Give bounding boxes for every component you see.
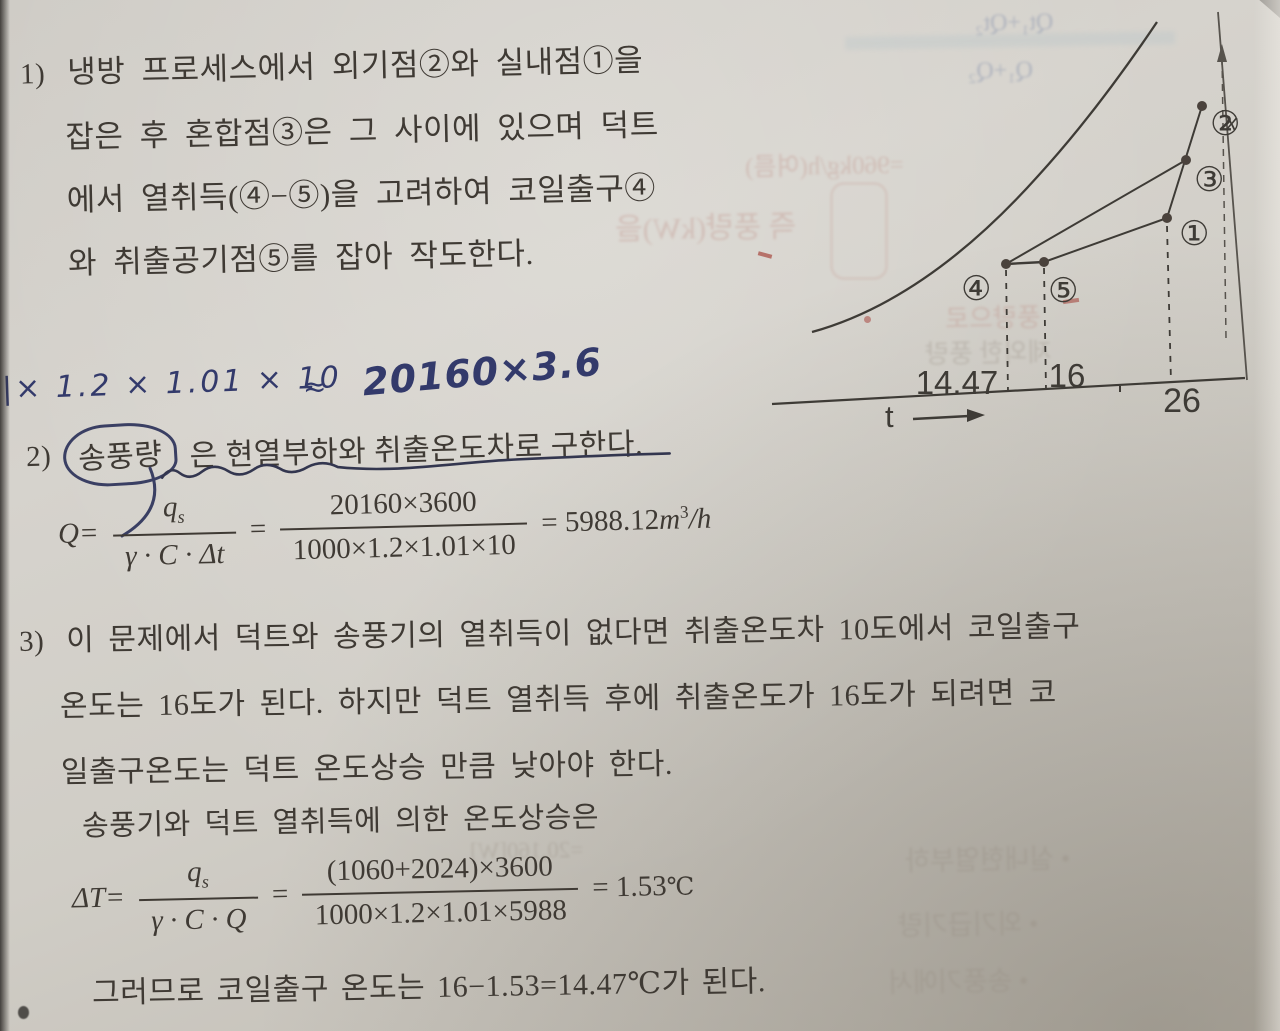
handwritten-result: 20160×3.6	[360, 339, 604, 405]
formula-q-result: = 5988.12m3/h	[540, 501, 712, 539]
circle-tail-stroke	[120, 466, 157, 538]
duct-line-4-5	[1005, 260, 1045, 266]
equals-sign: =	[271, 877, 289, 911]
t-axis-label: t	[885, 399, 894, 434]
item3-paragraph: 3) 이 문제에서 덕트와 송풍기의 열취득이 없다면 취출온도차 10도에서 코…	[19, 591, 1280, 807]
item1-line1: 냉방 프로세스에서 외기점②와 실내점①을	[66, 42, 644, 90]
red-pen-speck	[864, 316, 871, 323]
handwritten-approx-sign: ≈	[303, 370, 327, 403]
t-arrowhead-icon	[967, 409, 985, 422]
point4-dot	[1001, 259, 1011, 269]
tick-26: 26	[1163, 382, 1201, 420]
formula-q-numeric-fraction: 20160×3600 1000×1.2×1.01×10	[279, 484, 529, 568]
point2-dot	[1197, 101, 1207, 111]
equals-sign: =	[249, 512, 267, 546]
handwritten-factors: |× 1.2 × 1.01 × 10	[1, 360, 343, 407]
temperature-rise-formula: ΔT= qs γ · C · Q = (1060+2024)×3600 1000…	[71, 845, 695, 939]
t-arrow-line	[912, 414, 970, 421]
airflow-formula: Q= qs γ · C · Δt = 20160×3600 1000×1.2×1…	[57, 478, 712, 575]
page-curl-highlight	[1254, 0, 1280, 1031]
x-axis-label: x	[1225, 110, 1238, 135]
x-axis-dashed-arrow	[1221, 54, 1227, 339]
point1-dot	[1162, 213, 1172, 223]
coil-line-3-4	[1005, 159, 1187, 265]
supply-line-5-1	[1043, 217, 1168, 263]
tick-16: 16	[1049, 357, 1086, 394]
formula-dt-result: = 1.53℃	[591, 869, 695, 904]
formula-q-symbolic-fraction: qs γ · C · Δt	[112, 490, 237, 574]
formula-dt-lhs: ΔT=	[71, 881, 126, 915]
point4-label: ④	[961, 270, 991, 308]
ghost-text: • 송풍기에서	[887, 965, 1029, 999]
item3-number: 3)	[18, 625, 45, 658]
x-axis-arrowhead	[1217, 44, 1227, 62]
saturation-curve	[811, 21, 1158, 334]
item1-paragraph: 1) 냉방 프로세스에서 외기점②와 실내점①을 잡은 후 혼합점③은 그 사이에…	[19, 26, 744, 295]
item2-number: 2)	[25, 439, 52, 473]
photo-left-edge	[0, 0, 10, 1031]
point3-label: ③	[1194, 161, 1224, 199]
item1-number: 1)	[19, 58, 46, 91]
psychrometric-chart: x t ② ③ ① ④ ⑤ 14.47 16 26	[771, 11, 1248, 434]
formula-dt-symbolic-fraction: qs γ · C · Q	[138, 855, 259, 938]
dropline-point4	[1005, 269, 1009, 393]
item3-line1: 이 문제에서 덕트와 송풍기의 열취득이 없다면 취출온도차 10도에서 코일출…	[66, 610, 1081, 658]
ghost-box	[830, 182, 888, 280]
point2-label: ②	[1210, 105, 1240, 143]
photo-bottom-left-mark	[18, 1006, 29, 1019]
ghost-text: • 외기급기량	[897, 908, 1039, 942]
tick-14-47: 14.47	[916, 364, 999, 401]
point3-dot	[1181, 155, 1191, 165]
dropline-point5	[1043, 267, 1047, 391]
dropline-point1	[1166, 225, 1172, 383]
point5-dot	[1039, 257, 1049, 267]
conclusion-sentence: 그러므로 코일출구 온도는 16−1.53=14.47℃가 된다.	[91, 965, 767, 1010]
item3-subheading: 송풍기와 덕트 열취득에 의한 온도상승은	[81, 801, 600, 843]
point1-label: ①	[1179, 215, 1209, 253]
point5-label: ⑤	[1048, 272, 1078, 310]
formula-dt-numeric-fraction: (1060+2024)×3600 1000×1.2×1.01×5988	[302, 850, 580, 933]
ghost-text: • 실내현열부하	[904, 843, 1071, 877]
formula-q-lhs: Q=	[57, 516, 99, 550]
wavy-underline	[160, 452, 671, 480]
